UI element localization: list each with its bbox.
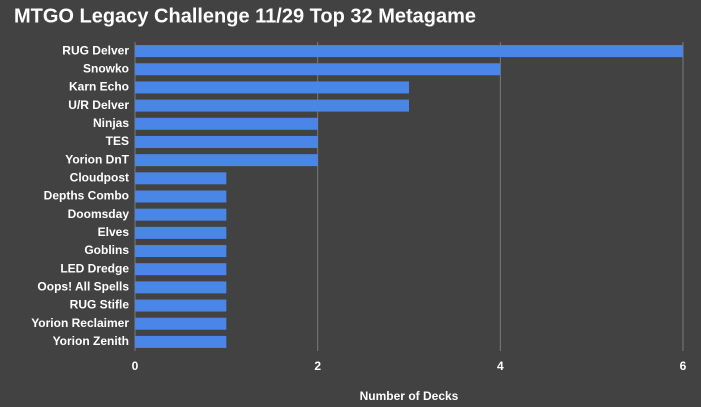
y-tick-label: Goblins bbox=[84, 243, 129, 257]
x-tick-label: 0 bbox=[132, 359, 139, 373]
y-tick-label: Cloudpost bbox=[70, 170, 129, 184]
bar bbox=[135, 45, 683, 58]
bar bbox=[135, 63, 501, 76]
bar bbox=[135, 135, 318, 148]
bar bbox=[135, 281, 227, 294]
y-tick-label: Yorion Reclaimer bbox=[31, 316, 129, 330]
chart-title: MTGO Legacy Challenge 11/29 Top 32 Metag… bbox=[14, 5, 476, 27]
y-tick-label: Yorion DnT bbox=[65, 152, 129, 166]
bar bbox=[135, 299, 227, 312]
y-tick-label: Elves bbox=[98, 225, 130, 239]
bar bbox=[135, 335, 227, 348]
bar bbox=[135, 81, 409, 94]
y-tick-label: RUG Delver bbox=[62, 43, 129, 57]
bar bbox=[135, 208, 227, 221]
y-tick-label: Oops! All Spells bbox=[37, 280, 129, 294]
y-tick-label: RUG Stifle bbox=[70, 298, 130, 312]
y-tick-label: Yorion Zenith bbox=[53, 334, 129, 348]
bar bbox=[135, 317, 227, 330]
bar bbox=[135, 263, 227, 276]
x-tick-label: 4 bbox=[497, 359, 504, 373]
y-tick-label: Depths Combo bbox=[44, 189, 129, 203]
bar bbox=[135, 172, 227, 185]
x-axis-label: Number of Decks bbox=[360, 389, 459, 403]
y-tick-label: TES bbox=[106, 134, 129, 148]
y-tick-label: Doomsday bbox=[68, 207, 130, 221]
bar bbox=[135, 117, 318, 130]
bar bbox=[135, 245, 227, 258]
y-tick-label: Ninjas bbox=[93, 116, 129, 130]
y-tick-label: U/R Delver bbox=[68, 98, 129, 112]
bar bbox=[135, 226, 227, 239]
bar bbox=[135, 154, 318, 167]
y-tick-label: LED Dredge bbox=[60, 261, 129, 275]
bar bbox=[135, 99, 409, 112]
bar bbox=[135, 190, 227, 203]
y-tick-label: Karn Echo bbox=[69, 80, 129, 94]
x-tick-label: 6 bbox=[680, 359, 687, 373]
x-tick-label: 2 bbox=[314, 359, 321, 373]
y-tick-label: Snowko bbox=[83, 61, 129, 75]
